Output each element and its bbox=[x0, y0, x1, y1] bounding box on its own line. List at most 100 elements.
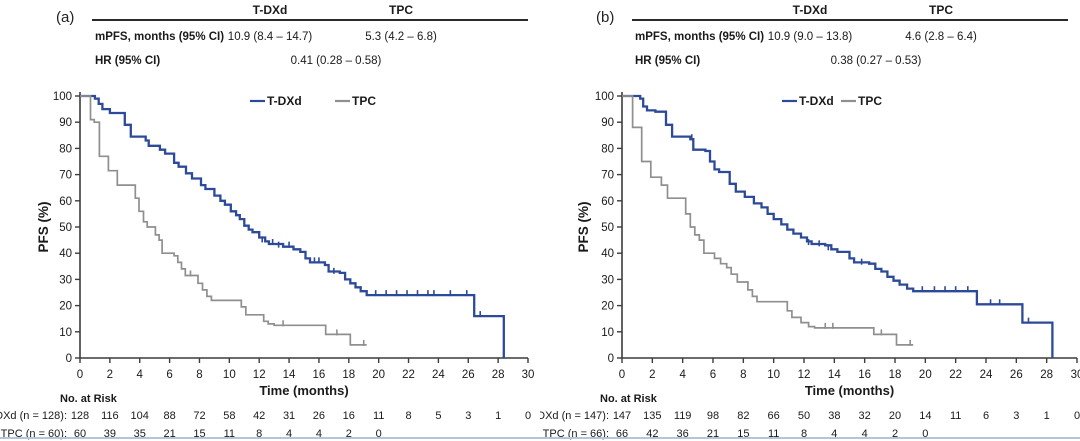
x-axis-title: Time (months) bbox=[259, 383, 348, 398]
x-tick-label: 6 bbox=[710, 369, 716, 381]
y-tick-label: 30 bbox=[59, 274, 72, 286]
at-risk-count: 20 bbox=[889, 410, 901, 422]
y-tick-label: 90 bbox=[59, 117, 72, 129]
legend-label-t-dxd: T-DXd bbox=[799, 94, 834, 108]
y-tick-label: 20 bbox=[59, 301, 72, 313]
km-curve-tpc bbox=[80, 95, 367, 346]
at-risk-heading: No. at Risk bbox=[600, 393, 658, 405]
legend-label-tpc: TPC bbox=[858, 94, 882, 108]
x-tick-label: 24 bbox=[980, 369, 993, 381]
y-tick-label: 0 bbox=[66, 353, 72, 365]
at-risk-count: 8 bbox=[405, 410, 411, 422]
at-risk-count: 4 bbox=[831, 428, 837, 440]
y-axis-title: PFS (%) bbox=[36, 201, 51, 252]
stats-value-hr: 0.41 (0.28 – 0.58) bbox=[290, 55, 382, 67]
y-tick-label: 70 bbox=[601, 170, 614, 182]
y-tick-label: 80 bbox=[601, 143, 614, 155]
x-tick-label: 0 bbox=[619, 369, 625, 381]
x-tick-label: 16 bbox=[858, 369, 871, 381]
km-curve-t-dxd bbox=[622, 94, 1054, 358]
x-tick-label: 26 bbox=[462, 369, 475, 381]
at-risk-count: 147 bbox=[613, 410, 631, 422]
at-risk-count: 8 bbox=[256, 428, 262, 440]
x-tick-label: 0 bbox=[77, 369, 83, 381]
y-tick-label: 20 bbox=[601, 301, 614, 313]
x-tick-label: 12 bbox=[798, 369, 811, 381]
y-tick-label: 90 bbox=[601, 117, 614, 129]
x-tick-label: 10 bbox=[767, 369, 780, 381]
at-risk-count: 4 bbox=[316, 428, 322, 440]
at-risk-count: 11 bbox=[768, 428, 779, 440]
at-risk-count: 2 bbox=[346, 428, 352, 440]
x-tick-label: 20 bbox=[372, 369, 385, 381]
y-tick-label: 50 bbox=[601, 222, 614, 234]
x-tick-label: 4 bbox=[679, 369, 686, 381]
at-risk-count: 2 bbox=[892, 428, 898, 440]
legend-label-t-dxd: T-DXd bbox=[267, 94, 302, 108]
x-tick-label: 22 bbox=[949, 369, 962, 381]
x-tick-label: 14 bbox=[828, 369, 841, 381]
at-risk-count: 116 bbox=[101, 410, 119, 422]
stats-row-label-mpfs: mPFS, months (95% CI) bbox=[635, 31, 765, 43]
at-risk-count: 50 bbox=[798, 410, 810, 422]
y-tick-label: 60 bbox=[601, 196, 614, 208]
x-tick-label: 8 bbox=[740, 369, 746, 381]
bottom-divider-line bbox=[0, 437, 1080, 439]
at-risk-count: 58 bbox=[223, 410, 235, 422]
at-risk-count: 26 bbox=[313, 410, 325, 422]
x-tick-label: 8 bbox=[196, 369, 202, 381]
panel-b: (b) T-DXd TPC mPFS, months (95% CI) 10.9… bbox=[540, 0, 1080, 441]
legend-label-tpc: TPC bbox=[352, 94, 376, 108]
at-risk-count: 16 bbox=[343, 410, 355, 422]
at-risk-count: 31 bbox=[283, 410, 295, 422]
x-tick-label: 28 bbox=[1040, 369, 1053, 381]
y-tick-label: 10 bbox=[59, 327, 72, 339]
at-risk-count: 4 bbox=[286, 428, 292, 440]
stats-header-rule bbox=[632, 19, 1068, 21]
y-tick-label: 40 bbox=[601, 248, 614, 260]
x-tick-label: 22 bbox=[402, 369, 415, 381]
x-tick-label: 30 bbox=[522, 369, 535, 381]
x-tick-label: 12 bbox=[253, 369, 266, 381]
km-curve-tpc bbox=[622, 95, 914, 346]
at-risk-count: 11 bbox=[224, 428, 235, 440]
at-risk-count: 104 bbox=[131, 410, 149, 422]
stats-col-header-tdxd: T-DXd bbox=[252, 3, 288, 17]
at-risk-count: 4 bbox=[862, 428, 868, 440]
stats-col-header-tpc: TPC bbox=[929, 3, 953, 17]
at-risk-heading: No. at Risk bbox=[60, 393, 118, 405]
y-tick-label: 80 bbox=[59, 143, 72, 155]
at-risk-count: 8 bbox=[801, 428, 807, 440]
at-risk-count: 82 bbox=[737, 410, 749, 422]
y-tick-label: 10 bbox=[601, 327, 614, 339]
panel-a: (a) T-DXd TPC mPFS, months (95% CI) 10.9… bbox=[0, 3, 535, 440]
at-risk-count: 5 bbox=[435, 410, 441, 422]
y-axis-title: PFS (%) bbox=[576, 201, 591, 252]
at-risk-count: 0 bbox=[525, 410, 531, 422]
stats-row-label-hr: HR (95% CI) bbox=[95, 55, 161, 67]
at-risk-count: 11 bbox=[950, 410, 961, 422]
at-risk-count: 119 bbox=[674, 410, 692, 422]
panel-label: (a) bbox=[56, 9, 75, 26]
at-risk-row-label: T-DXd (n = 147): bbox=[540, 410, 609, 422]
km-curve-t-dxd bbox=[80, 94, 505, 358]
at-risk-count: 1 bbox=[495, 410, 501, 422]
panel-label: (b) bbox=[596, 9, 615, 26]
x-tick-label: 18 bbox=[342, 369, 355, 381]
y-tick-label: 0 bbox=[608, 353, 614, 365]
x-tick-label: 16 bbox=[313, 369, 326, 381]
y-tick-label: 70 bbox=[59, 170, 72, 182]
stats-row-label-hr: HR (95% CI) bbox=[635, 55, 701, 67]
x-tick-label: 24 bbox=[432, 369, 445, 381]
at-risk-count: 32 bbox=[859, 410, 871, 422]
stats-table-b: (b) T-DXd TPC mPFS, months (95% CI) 10.9… bbox=[540, 0, 1080, 80]
stats-value-mpfs-tpc: 4.6 (2.8 – 6.4) bbox=[905, 31, 977, 43]
at-risk-count: 11 bbox=[373, 410, 384, 422]
at-risk-count: 38 bbox=[828, 410, 840, 422]
x-tick-label: 26 bbox=[1010, 369, 1023, 381]
x-tick-label: 2 bbox=[107, 369, 113, 381]
y-tick-label: 100 bbox=[53, 91, 72, 103]
x-tick-label: 30 bbox=[1071, 369, 1080, 381]
